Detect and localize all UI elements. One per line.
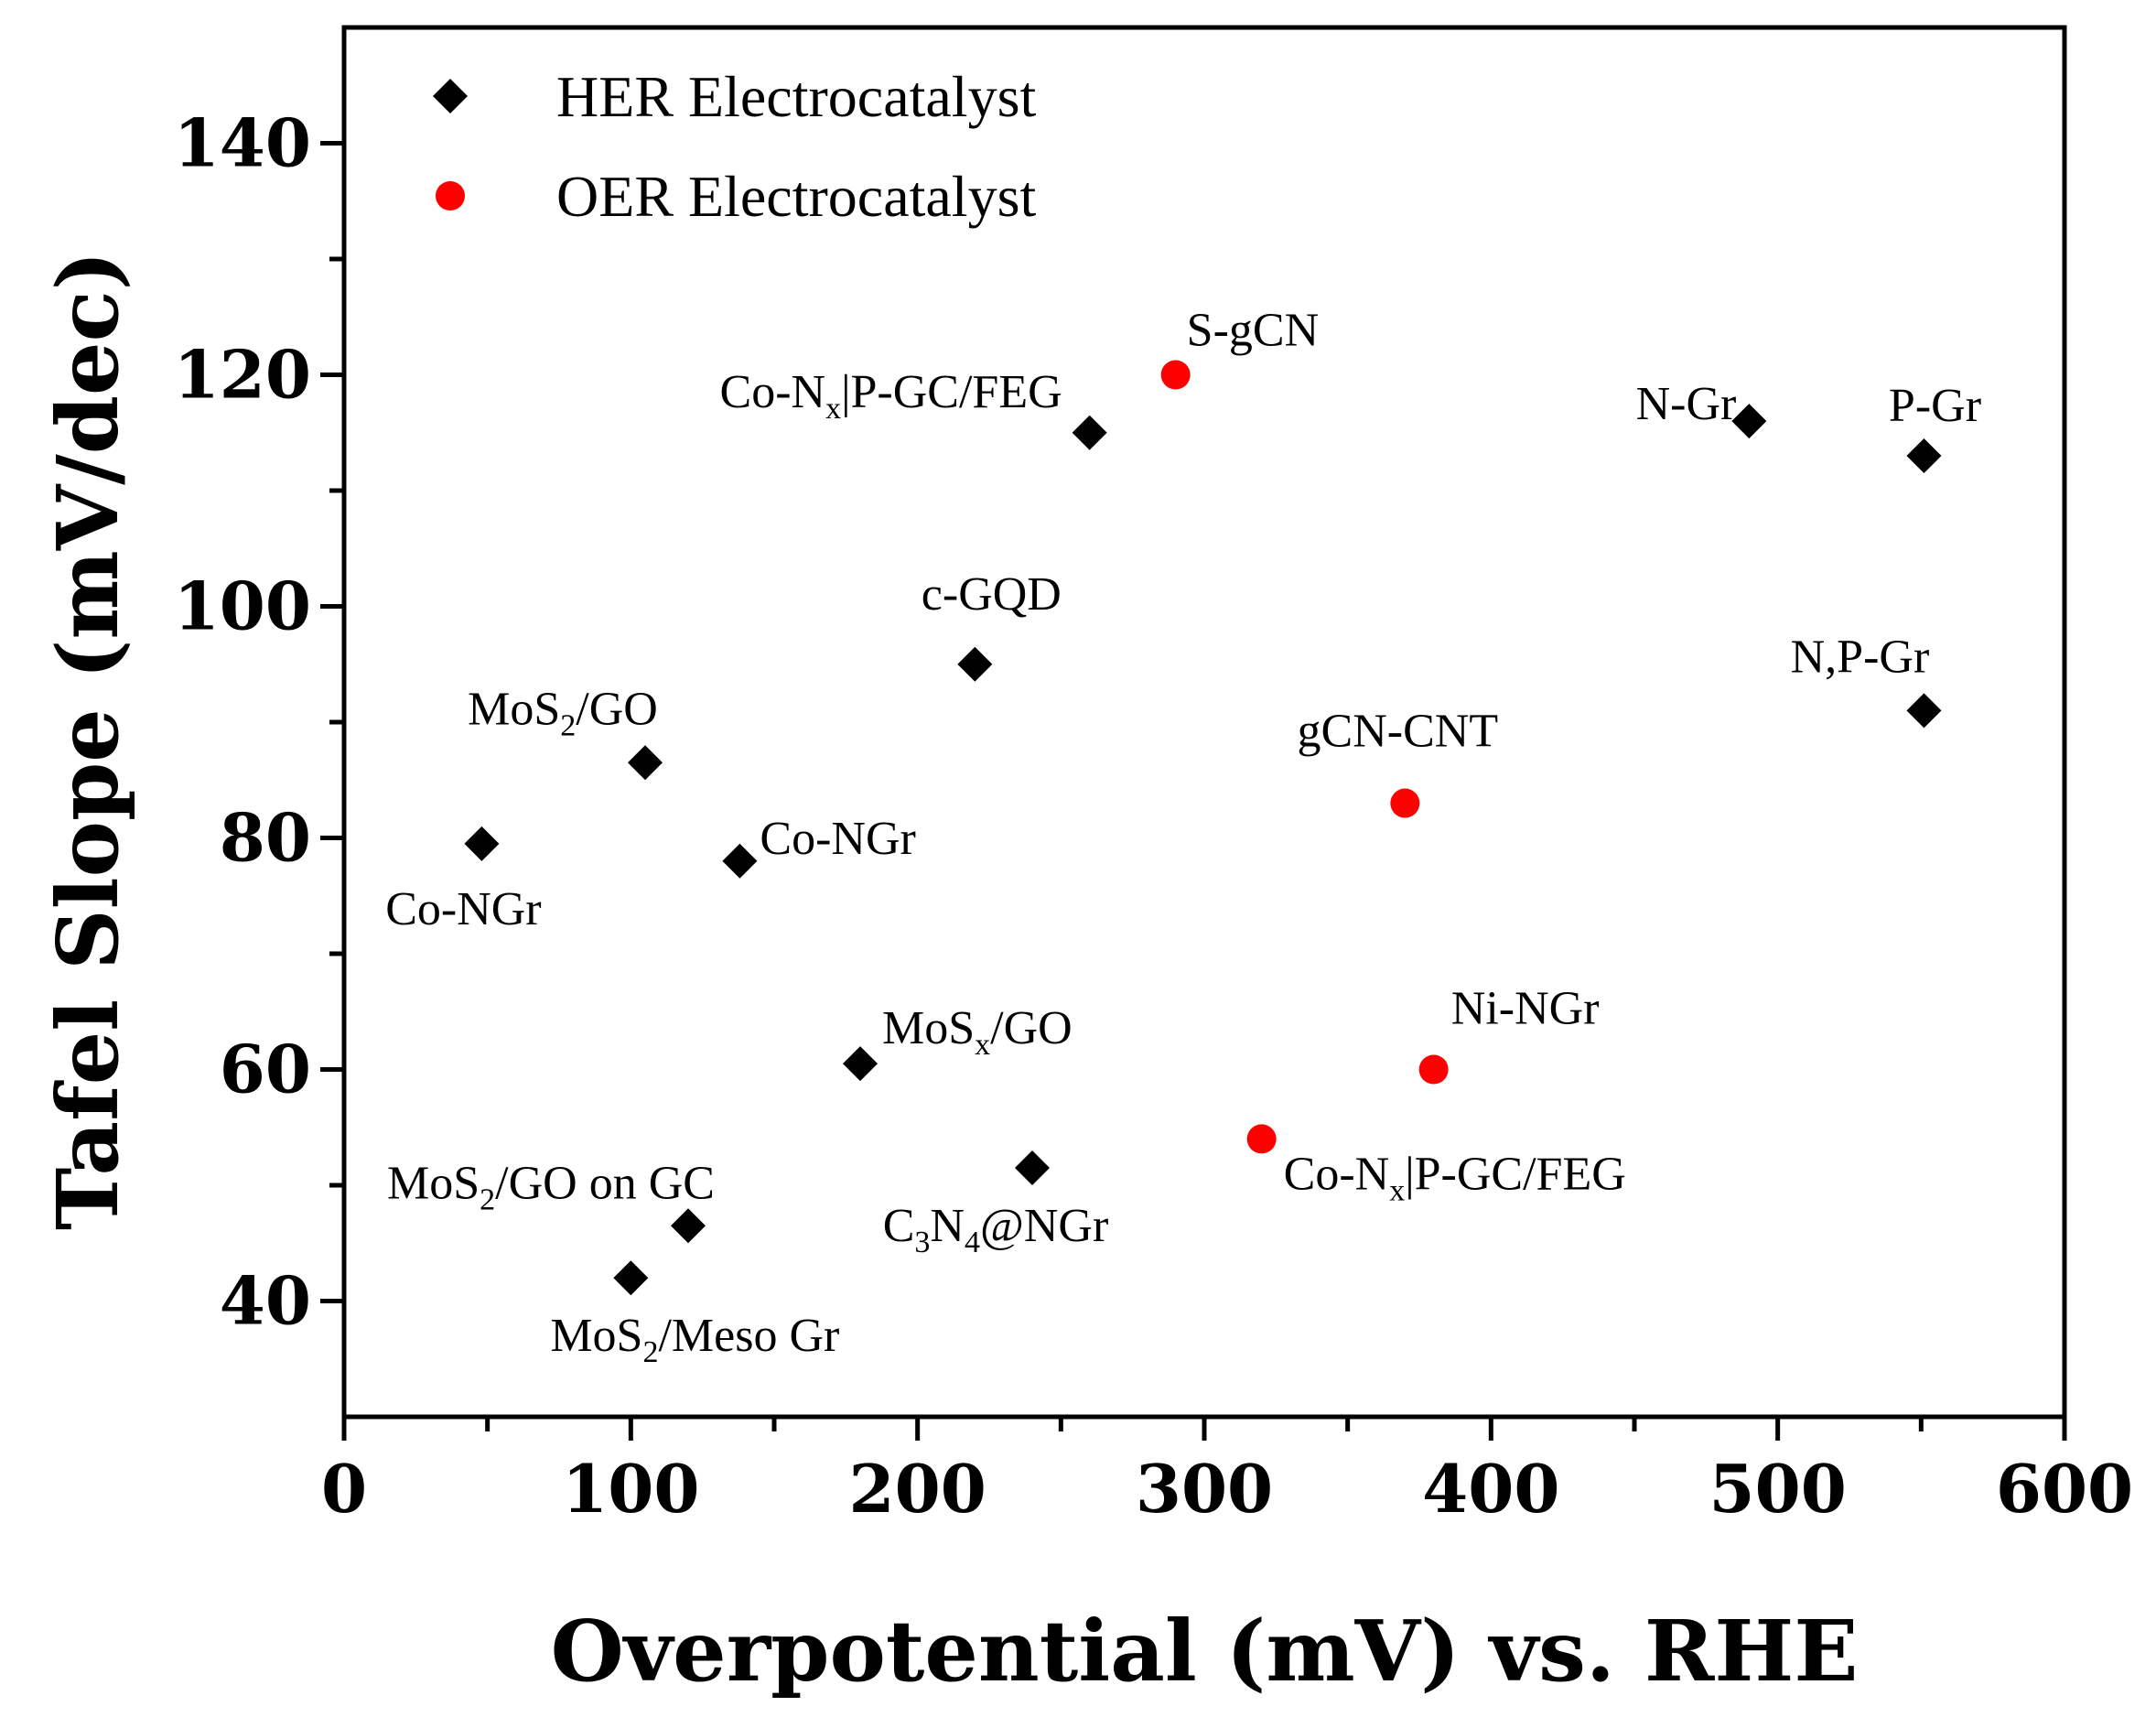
data-label: N,P-Gr xyxy=(1791,631,1930,683)
her-point xyxy=(1015,1150,1050,1186)
data-label: S-gCN xyxy=(1187,305,1319,357)
ticks: 0 100 200 300 400 500 600 40 60 80 100 120 140 xyxy=(174,104,2133,1528)
y-tick-label: 120 xyxy=(174,336,311,414)
data-label: MoS2/Meso Gr xyxy=(550,1310,839,1369)
her-point xyxy=(722,843,758,879)
data-label: Co-Nx|P-GC/FEG xyxy=(1284,1148,1626,1207)
x-tick-label: 0 xyxy=(321,1450,367,1528)
data-label: c-GQD xyxy=(922,568,1062,621)
oer-point xyxy=(1418,1054,1449,1085)
legend-oer-marker xyxy=(436,181,465,211)
data-label: P-Gr xyxy=(1889,380,1981,432)
data-label: MoSx/GO xyxy=(882,1002,1073,1062)
point-labels: Co-NGr MoS2/GO Co-NGr MoSx/GO c-GQD C3N4@NGr C… xyxy=(385,305,1981,1370)
her-point xyxy=(1906,693,1942,729)
x-tick-label: 400 xyxy=(1422,1450,1559,1528)
her-point xyxy=(464,826,500,861)
data-label: Co-NGr xyxy=(385,883,541,935)
x-tick-label: 100 xyxy=(562,1450,699,1528)
legend-her-label: HER Electrocatalyst xyxy=(556,64,1036,129)
y-tick-label: 100 xyxy=(174,567,311,645)
x-tick-label: 500 xyxy=(1709,1450,1847,1528)
oer-point xyxy=(1246,1124,1277,1154)
y-tick-label: 80 xyxy=(220,799,311,877)
y-axis-title: Tafel Slope (mV/dec) xyxy=(38,251,137,1230)
y-tick-label: 40 xyxy=(220,1262,311,1340)
legend-her-marker xyxy=(433,79,468,113)
her-point xyxy=(1072,415,1107,450)
data-label: MoS2/GO xyxy=(468,683,658,742)
her-point xyxy=(613,1260,649,1296)
x-tick-label: 200 xyxy=(849,1450,986,1528)
her-point xyxy=(843,1046,878,1082)
y-tick-label: 140 xyxy=(174,104,311,182)
data-label: Co-NGr xyxy=(760,813,915,865)
data-label: Ni-NGr xyxy=(1451,983,1600,1035)
her-point xyxy=(957,646,993,682)
data-label: MoS2/GO on GC xyxy=(387,1157,715,1216)
x-tick-label: 600 xyxy=(1996,1450,2133,1528)
data-label: N-Gr xyxy=(1636,378,1737,430)
data-label: gCN-CNT xyxy=(1298,706,1499,758)
her-point xyxy=(1906,438,1942,474)
y-tick-label: 60 xyxy=(220,1031,311,1108)
oer-point xyxy=(1160,360,1191,390)
data-label: C3N4@NGr xyxy=(883,1200,1109,1259)
legend-oer-label: OER Electrocatalyst xyxy=(556,164,1036,229)
legend: HER Electrocatalyst OER Electrocatalyst xyxy=(433,64,1036,229)
x-tick-label: 300 xyxy=(1136,1450,1273,1528)
her-point xyxy=(671,1208,706,1244)
x-axis-title: Overpotential (mV) vs. RHE xyxy=(551,1602,1859,1701)
data-label: Co-Nx|P-GC/FEG xyxy=(720,366,1062,426)
her-point xyxy=(628,745,663,781)
markers xyxy=(464,360,1942,1296)
her-point xyxy=(1731,404,1767,439)
oer-point xyxy=(1390,788,1420,818)
